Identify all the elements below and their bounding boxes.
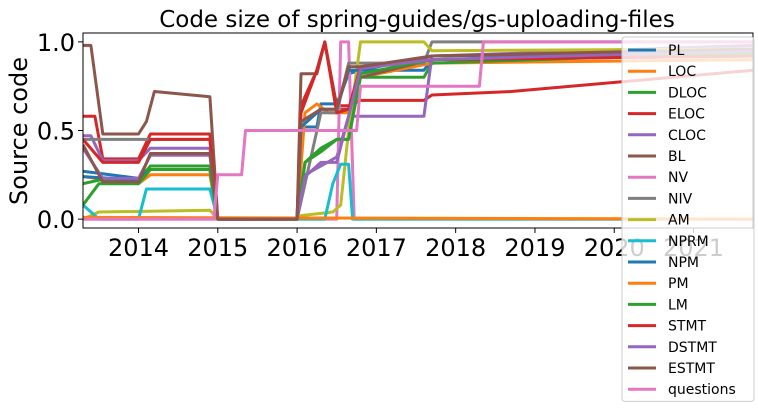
legend-label-npm: NPM [668,255,699,271]
legend-label-stmt: STMT [668,319,707,335]
legend-label-niv: NIV [668,191,693,207]
legend-label-lm: LM [668,297,688,313]
x-tick-label: 2019 [504,234,565,262]
x-tick-label: 2018 [425,234,486,262]
legend-label-dstmt: DSTMT [668,340,717,356]
plot-lines [83,40,753,221]
y-tick-label: 1.0 [37,29,75,57]
legend-label-eloc: ELOC [668,107,705,123]
legend-label-pl: PL [668,43,684,59]
legend-label-pm: PM [668,276,689,292]
y-tick-label: 0.5 [37,118,75,146]
x-tick-label: 2017 [346,234,407,262]
legend-label-questions: questions [668,382,736,398]
axes: 201420152016201720182019202020210.00.51.… [37,29,724,262]
y-axis-label: Source code [5,57,33,205]
x-tick-label: 2015 [187,234,248,262]
legend-label-nprm: NPRM [668,234,709,250]
legend-box [621,36,755,402]
series-line-estmt [83,47,753,221]
legend-label-dloc: DLOC [668,85,707,101]
y-tick-label: 0.0 [37,206,75,234]
legend-label-cloc: CLOC [668,128,706,144]
series-line-questions [83,40,753,221]
chart-title: Code size of spring-guides/gs-uploading-… [159,7,675,33]
legend-label-bl: BL [668,149,686,165]
legend-label-estmt: ESTMT [668,361,715,377]
legend-label-nv: NV [668,170,688,186]
x-tick-label: 2016 [267,234,328,262]
legend-label-am: AM [668,213,690,229]
legend-label-loc: LOC [668,64,696,80]
series-line-am [83,40,753,221]
x-tick-label: 2014 [108,234,169,262]
legend: PL LOC DLOC ELOC CLOC BL NV NIV AM NPRM NPM PM LM STM… [621,36,755,402]
